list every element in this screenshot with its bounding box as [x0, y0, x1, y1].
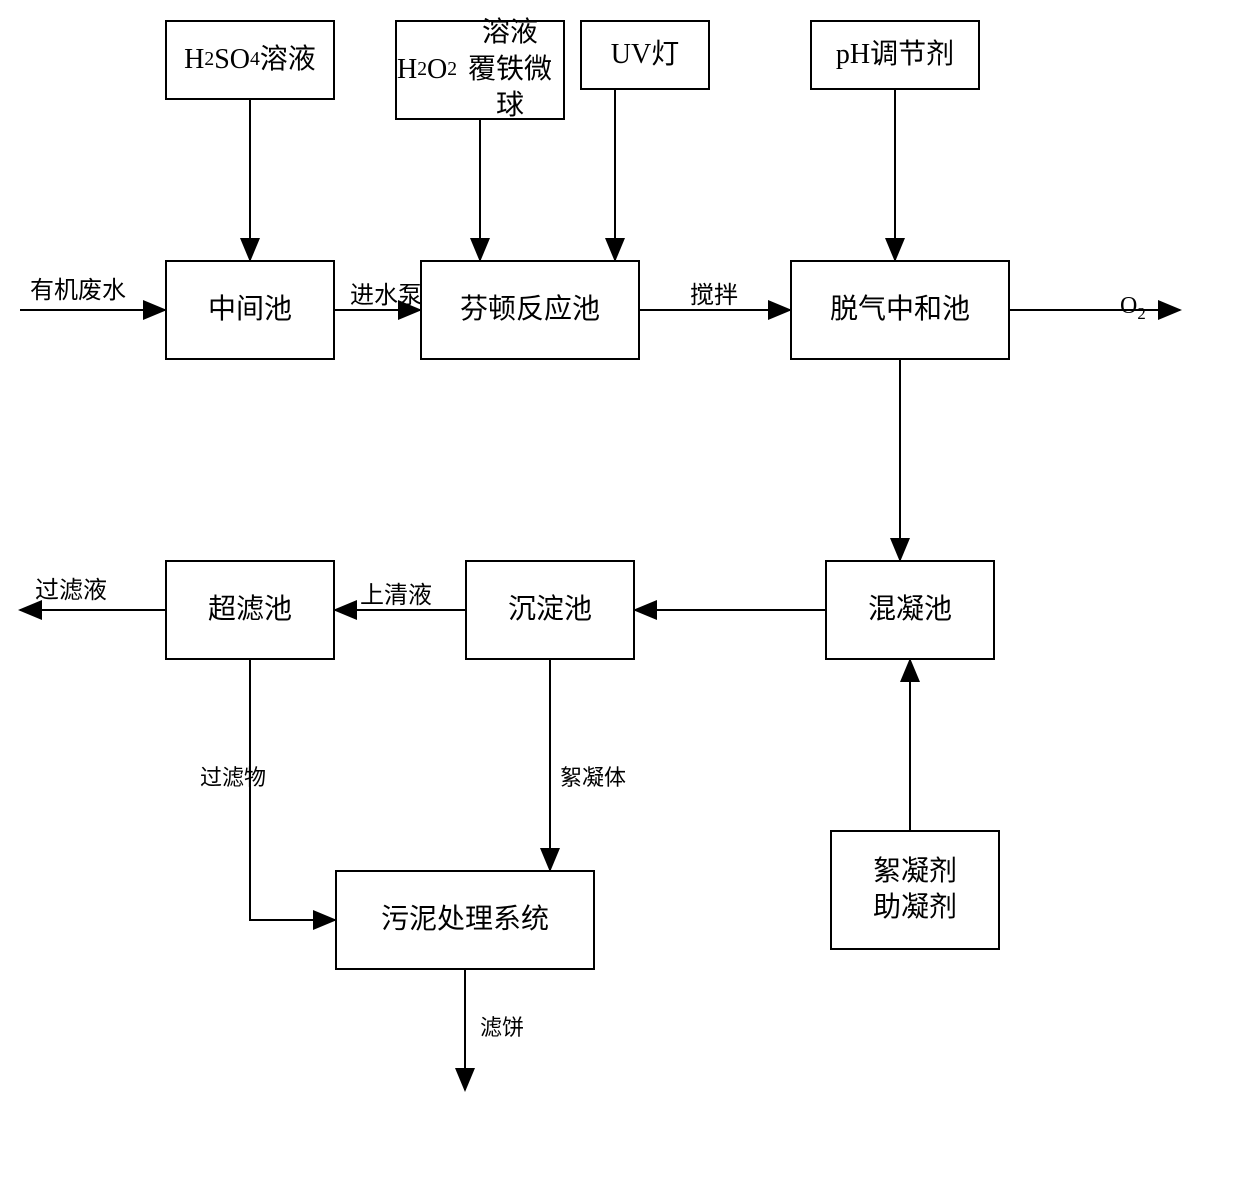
edge-label-supernatant: 上清液 — [360, 575, 432, 610]
node-sludge: 污泥处理系统 — [335, 870, 595, 970]
edge-label-filterres: 过滤物 — [200, 760, 266, 792]
node-coagulate: 混凝池 — [825, 560, 995, 660]
node-fenton: 芬顿反应池 — [420, 260, 640, 360]
edge-label-inflow: 有机废水 — [30, 270, 126, 305]
node-flocculant: 絮凝剂助凝剂 — [830, 830, 1000, 950]
node-uv: UV灯 — [580, 20, 710, 90]
edge-label-cake: 滤饼 — [480, 1010, 524, 1042]
node-intermediate: 中间池 — [165, 260, 335, 360]
node-degas: 脱气中和池 — [790, 260, 1010, 360]
edge-label-stir: 搅拌 — [690, 275, 738, 310]
edge-label-filtrate: 过滤液 — [35, 570, 107, 605]
node-ph: pH调节剂 — [810, 20, 980, 90]
node-h2so4: H2SO4溶液 — [165, 20, 335, 100]
edge-label-o2: O2 — [1120, 293, 1146, 324]
node-sediment: 沉淀池 — [465, 560, 635, 660]
node-h2o2: H2O2溶液覆铁微球 — [395, 20, 565, 120]
node-ultrafilter: 超滤池 — [165, 560, 335, 660]
edge-label-floc: 絮凝体 — [560, 760, 626, 792]
edge-label-pump: 进水泵 — [350, 275, 422, 310]
